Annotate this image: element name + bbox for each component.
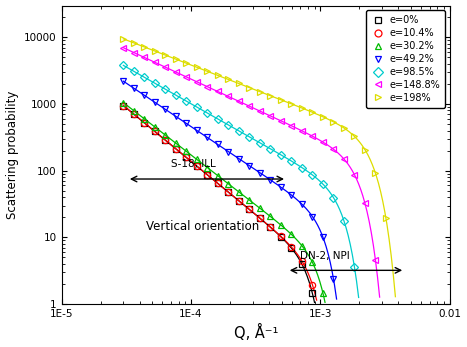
Text: S-18, ILL: S-18, ILL xyxy=(171,159,216,169)
Legend: e=0%, e=10.4%, e=30.2%, e=49.2%, e=98.5%, e=148.8%, e=198%: e=0%, e=10.4%, e=30.2%, e=49.2%, e=98.5%… xyxy=(366,10,445,108)
Text: Vertical orientation: Vertical orientation xyxy=(146,220,259,233)
Text: DN-2, NPI: DN-2, NPI xyxy=(300,251,350,261)
X-axis label: Q, Å⁻¹: Q, Å⁻¹ xyxy=(234,324,278,341)
Y-axis label: Scattering probability: Scattering probability xyxy=(6,91,19,219)
